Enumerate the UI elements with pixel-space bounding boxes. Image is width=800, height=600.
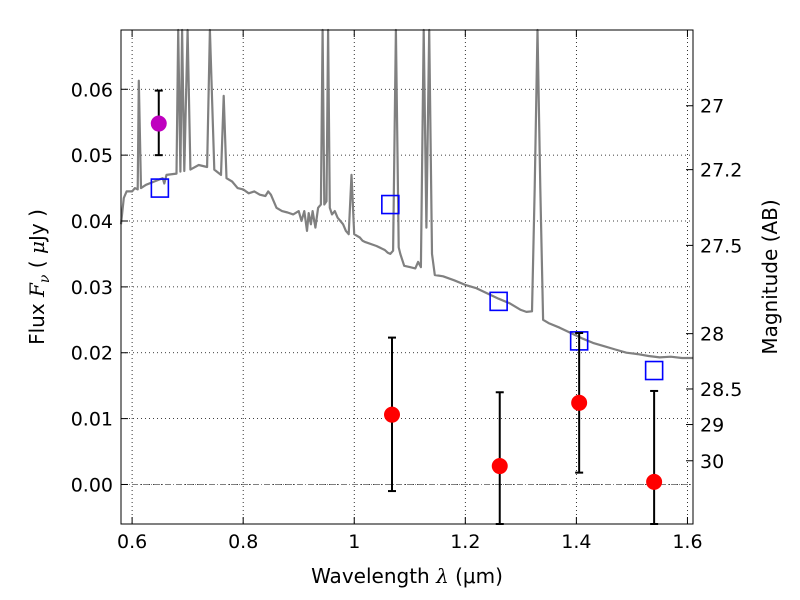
y2-tick-label: 27.5 xyxy=(700,235,742,257)
tick-layer: 0.6 0.8 1 1.2 1.4 1.6 0.00 0.01 0.02 0.03 0.04 0.05… xyxy=(71,30,742,553)
plot-background xyxy=(121,30,693,524)
x-tick-label: 0.8 xyxy=(228,531,258,553)
spectrum-line xyxy=(119,28,693,360)
y-tick-label: 0.02 xyxy=(71,343,113,365)
y2-tick-label: 30 xyxy=(700,451,724,473)
y2-tick-label: 27.2 xyxy=(700,160,742,182)
y-tick-label: 0.03 xyxy=(71,277,113,299)
spectrum-layer xyxy=(119,28,693,360)
marker-layer xyxy=(150,89,664,525)
x-axis-label: Wavelength λ (μm) xyxy=(311,564,503,588)
x-tick-label: 1.6 xyxy=(672,531,702,553)
observed-point xyxy=(384,406,401,423)
detection-point xyxy=(150,115,167,132)
observed-point xyxy=(571,394,588,411)
x-tick-label: 1 xyxy=(348,531,360,553)
y-tick-label: 0.01 xyxy=(71,409,113,431)
observed-point xyxy=(646,473,663,490)
y2-tick-label: 29 xyxy=(700,415,724,437)
model-band-square xyxy=(489,291,508,312)
model-band-square xyxy=(150,178,170,198)
y-tick-label: 0.04 xyxy=(71,211,113,233)
x-tick-label: 1.4 xyxy=(561,531,591,553)
y2-axis-label: Magnitude (AB) xyxy=(758,199,782,354)
model-band-square xyxy=(381,194,400,215)
observed-point xyxy=(491,458,508,475)
y2-tick-label: 28 xyxy=(700,324,724,346)
model-band-square xyxy=(644,360,664,381)
y-tick-label: 0.05 xyxy=(71,145,113,167)
y-axis-label: Flux Fν ( μJy ) xyxy=(25,209,53,345)
y-tick-label: 0.06 xyxy=(71,79,113,101)
y-tick-label: 0.00 xyxy=(71,474,113,496)
x-tick-label: 1.2 xyxy=(450,531,480,553)
plot-frame xyxy=(120,29,694,525)
y2-tick-label: 28.5 xyxy=(700,379,742,401)
x-tick-label: 0.6 xyxy=(117,531,147,553)
y2-tick-label: 27 xyxy=(700,96,724,118)
